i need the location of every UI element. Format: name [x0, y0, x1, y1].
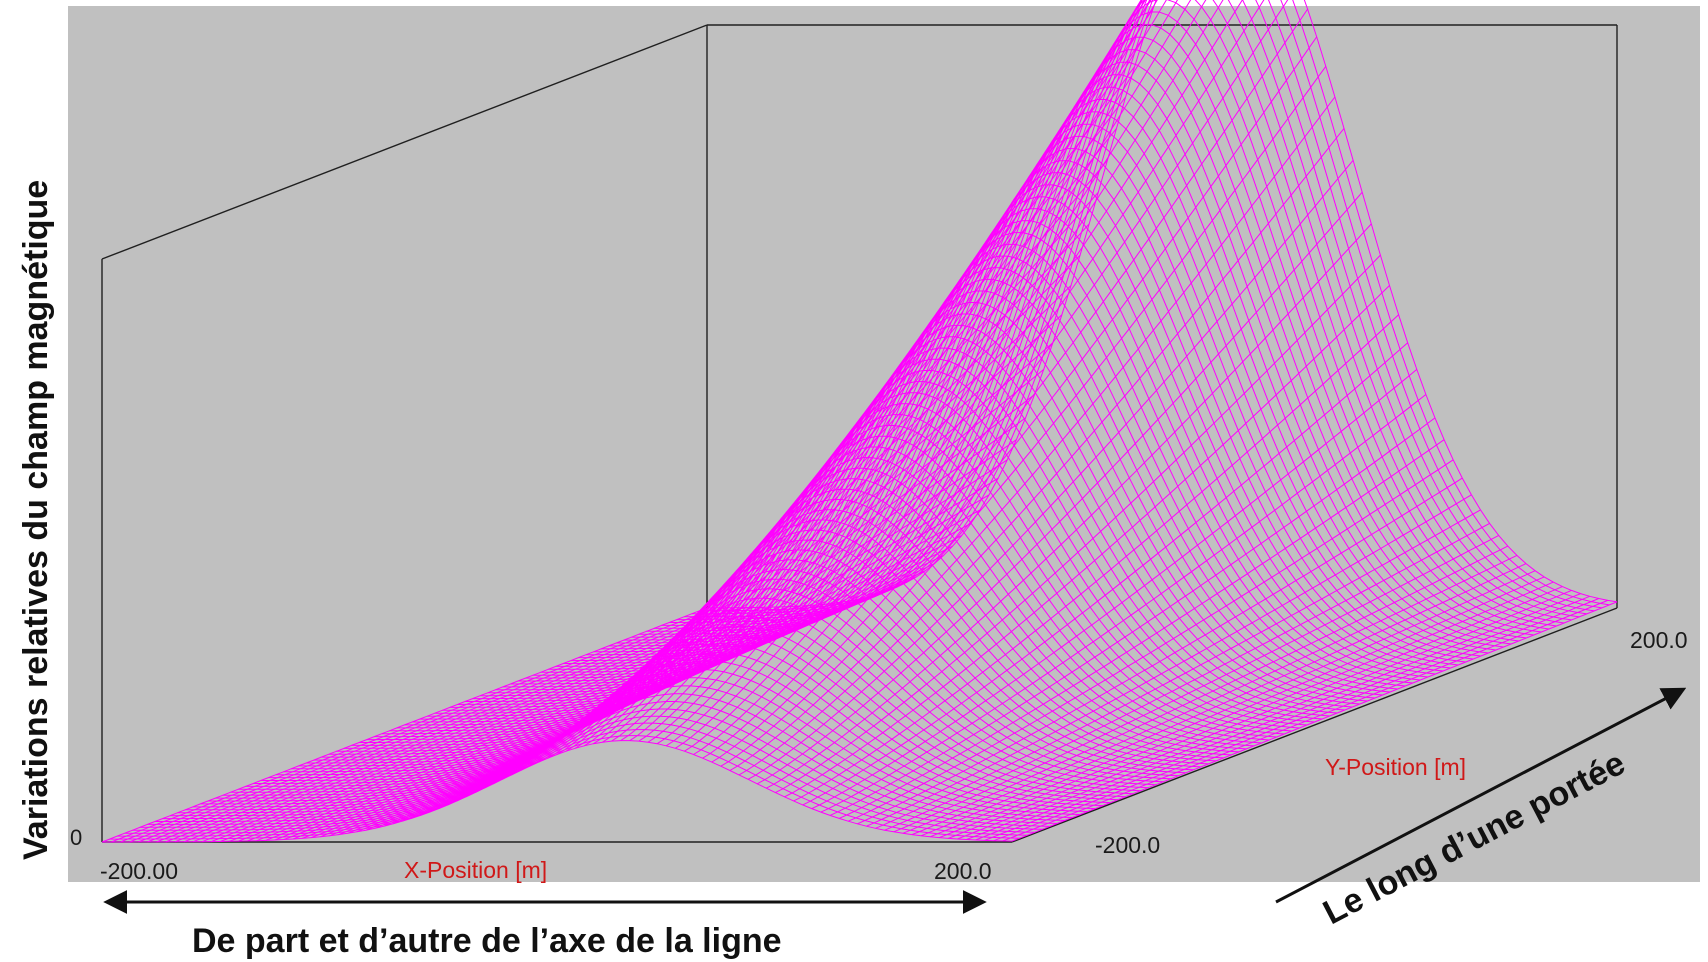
mesh-line-x-48 [538, 36, 1145, 763]
mesh-line-x-17 [256, 598, 862, 842]
mesh-line-x-4 [138, 607, 744, 843]
mesh-line-x-89 [911, 554, 1518, 836]
mesh-line-x-53 [584, 0, 1142, 747]
box-frame [101, 24, 1618, 843]
mesh-line-x-76 [793, 314, 1399, 802]
mesh-line-x-62 [665, 0, 1224, 747]
frame-back-top-left [101, 24, 708, 260]
surface-mesh [101, 0, 1618, 843]
z-min-tick-label: 0 [70, 825, 82, 850]
mesh-line-x-75 [784, 285, 1390, 798]
mesh-line-x-1 [110, 607, 717, 843]
mesh-line-x-61 [656, 0, 1207, 745]
mesh-line-x-80 [829, 417, 1436, 816]
mesh-line-x-95 [966, 589, 1572, 840]
mesh-line-x-91 [929, 570, 1536, 838]
mesh-line-x-85 [875, 509, 1481, 829]
mesh-line-x-82 [848, 459, 1454, 822]
mesh-line-x-77 [802, 342, 1409, 806]
y-axis-label: Y-Position [m] [1325, 754, 1466, 780]
mesh-line-x-59 [638, 0, 1178, 742]
mesh-line-x-68 [720, 66, 1327, 767]
frame-right-base [1011, 607, 1618, 843]
mesh-line-x-72 [756, 191, 1363, 785]
horizontal-annotation: De part et d’autre de l’axe de la ligne [192, 922, 782, 960]
mesh-line-x-27 [347, 545, 953, 834]
mesh-line-x-56 [611, 0, 1151, 742]
mesh-line-x-83 [857, 477, 1463, 825]
y-min-tick-label: -200.0 [1095, 832, 1160, 858]
mesh-line-x-92 [939, 576, 1545, 839]
mesh-line-x-67 [711, 36, 1318, 763]
x-max-tick-label: 200.0 [934, 858, 992, 884]
mesh-line-x-78 [811, 369, 1418, 810]
mesh-line-x-96 [975, 593, 1581, 841]
mesh-line-x-5 [147, 607, 753, 843]
mesh-line-x-63 [675, 0, 1243, 749]
mesh-line-x-45 [511, 128, 1117, 776]
mesh-line-x-90 [920, 563, 1527, 837]
mesh-line-x-11 [201, 605, 808, 843]
mesh-line-x-31 [383, 494, 990, 827]
mesh-line-x-74 [775, 254, 1381, 794]
mesh-line-x-70 [738, 128, 1345, 776]
mesh-line-x-69 [729, 96, 1336, 771]
mesh-line-x-44 [502, 159, 1108, 780]
mesh-line-x-18 [265, 595, 871, 841]
mesh-line-x-84 [866, 494, 1472, 827]
mesh-line-x-71 [747, 159, 1354, 780]
mesh-line-x-33 [402, 459, 1008, 822]
x-min-tick-label: -200.00 [100, 858, 178, 884]
y-max-tick-label: 200.0 [1630, 627, 1688, 653]
mesh-line-x-55 [602, 0, 1146, 743]
mesh-line-x-66 [702, 8, 1309, 759]
mesh-line-x-6 [156, 606, 762, 843]
mesh-line-x-13 [220, 603, 826, 842]
mesh-line-x-57 [620, 0, 1158, 742]
mesh-line-x-100 [1011, 601, 1618, 842]
mesh-line-x-81 [838, 439, 1445, 819]
mesh-line-x-87 [893, 534, 1499, 833]
mesh-line-x-97 [984, 595, 1590, 841]
mesh-line-x-3 [129, 607, 735, 843]
mesh-line-x-73 [766, 223, 1372, 789]
mesh-line-x-88 [902, 545, 1509, 834]
mesh-line-x-94 [957, 586, 1563, 840]
mesh-line-x-2 [120, 607, 726, 843]
mesh-line-x-60 [647, 0, 1192, 743]
diagonal-arrow [1275, 687, 1687, 904]
mesh-line-x-28 [356, 534, 963, 833]
mesh-line-x-86 [884, 522, 1490, 831]
mesh-line-x-58 [629, 0, 1167, 742]
mesh-line-x-79 [820, 394, 1427, 813]
mesh-line-x-99 [1002, 599, 1609, 842]
mesh-line-x-46 [520, 96, 1126, 771]
mesh-line-x-93 [948, 581, 1554, 839]
mesh-line-x-12 [211, 604, 817, 843]
mesh-line-x-65 [693, 0, 1289, 755]
x-axis-label: X-Position [m] [404, 857, 547, 883]
mesh-line-x-64 [684, 0, 1265, 752]
mesh-line-x-98 [993, 598, 1599, 842]
plot-background [68, 6, 1700, 882]
mesh-line-x-54 [593, 0, 1143, 745]
vertical-annotation: Variations relatives du champ magnétique [17, 180, 55, 860]
mesh-line-x-0 [101, 607, 708, 843]
